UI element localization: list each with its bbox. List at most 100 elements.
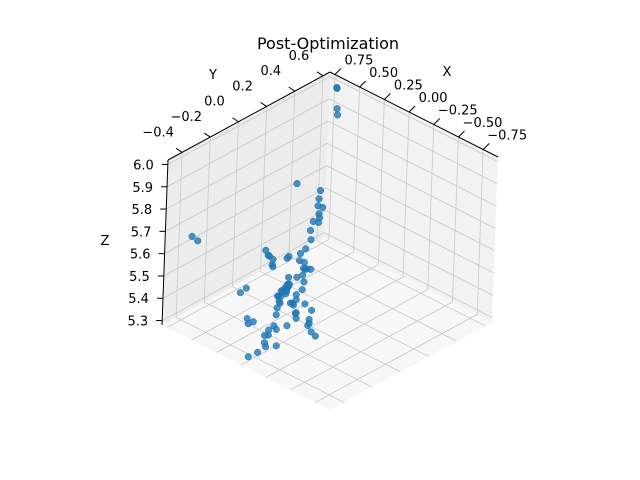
- data-point: [296, 249, 305, 258]
- data-point: [300, 278, 308, 286]
- gridline-y: [232, 121, 239, 287]
- gridline-z: [163, 187, 326, 277]
- y-axis-line: [167, 71, 331, 161]
- gridline-z: [324, 209, 494, 296]
- x-axis-line: [329, 71, 499, 158]
- gridline-z: [326, 165, 495, 252]
- data-point: [262, 343, 270, 351]
- gridline-z: [166, 120, 329, 210]
- data-point: [242, 284, 250, 292]
- y-tick-label: 0.0: [204, 95, 225, 110]
- y-tick-label: 0.2: [232, 79, 253, 94]
- gridline-z: [166, 98, 330, 188]
- scatter-points: [188, 83, 342, 361]
- data-point: [304, 321, 312, 330]
- data-point: [272, 325, 280, 333]
- data-point: [316, 186, 325, 195]
- gridline-z: [325, 187, 494, 274]
- gridline-x: [240, 276, 404, 366]
- x-tick-label: 0.00: [419, 91, 448, 106]
- data-point: [244, 353, 252, 361]
- gridline-y: [203, 137, 211, 303]
- data-point: [273, 304, 281, 312]
- y-tick-mark: [232, 117, 239, 123]
- gridline-x: [377, 99, 385, 265]
- y-tick-mark: [316, 71, 324, 77]
- gridline-y: [175, 152, 183, 318]
- pane-right: [324, 72, 498, 322]
- gridline-x: [191, 251, 354, 341]
- x-tick-label: −0.25: [438, 104, 478, 119]
- x-tick-mark: [334, 68, 342, 75]
- data-point: [333, 111, 342, 119]
- data-point: [283, 322, 291, 330]
- x-tick-label: 0.75: [344, 54, 373, 69]
- z-axis-line: [161, 159, 169, 326]
- y-tick-mark: [260, 102, 267, 107]
- data-point: [236, 289, 244, 297]
- pane-left: [162, 72, 330, 325]
- y-tick-label: 0.4: [260, 64, 281, 79]
- y-tick-mark: [175, 147, 183, 153]
- axis-panes: [162, 72, 498, 410]
- y-axis-label: Y: [208, 68, 217, 83]
- gridline-x: [452, 136, 459, 303]
- data-point: [333, 84, 341, 92]
- gridline-x: [476, 149, 484, 315]
- grid-lines: [161, 74, 499, 403]
- x-tick-label: −0.75: [487, 129, 527, 144]
- x-axis-label: X: [443, 65, 452, 80]
- gridline-z: [328, 98, 498, 185]
- z-axis-label: Z: [101, 234, 110, 249]
- gridline-x: [353, 86, 361, 253]
- z-tick-label: 5.3: [127, 315, 148, 330]
- data-point: [293, 273, 301, 281]
- z-tick-label: 5.6: [130, 248, 151, 263]
- gridline-z: [329, 76, 499, 162]
- data-point: [269, 263, 277, 271]
- x-tick-label: −0.50: [463, 116, 503, 131]
- gridline-y: [204, 301, 373, 388]
- z-tick-label: 5.9: [132, 181, 153, 196]
- data-point: [306, 226, 315, 235]
- axis-lines: [161, 71, 499, 326]
- z-tick-label: 5.5: [129, 270, 150, 285]
- data-point: [333, 105, 341, 113]
- gridline-y: [232, 286, 401, 373]
- gridline-x: [265, 289, 428, 378]
- gridline-y: [288, 91, 296, 257]
- data-point: [261, 331, 269, 339]
- z-tick-label: 5.4: [128, 292, 149, 307]
- data-point: [188, 232, 196, 240]
- gridline-y: [288, 255, 457, 342]
- x-tick-mark: [482, 143, 490, 150]
- data-point: [194, 237, 202, 245]
- gridline-y: [175, 316, 345, 403]
- x-tick-mark: [359, 80, 367, 88]
- tick-labels: 0.750.500.250.00−0.25−0.50−0.75−0.4−0.20…: [127, 49, 527, 330]
- x-tick-label: 0.25: [394, 79, 423, 94]
- gridline-x: [216, 264, 379, 353]
- z-tick-label: 6.0: [133, 158, 154, 173]
- data-point: [311, 332, 319, 340]
- z-tick-label: 5.8: [132, 203, 153, 218]
- data-point: [292, 314, 300, 322]
- data-point: [315, 195, 323, 203]
- data-point: [302, 245, 310, 253]
- data-point: [301, 300, 309, 308]
- data-point: [319, 203, 327, 212]
- data-point: [244, 320, 252, 328]
- x-tick-mark: [408, 105, 416, 113]
- x-tick-mark: [433, 118, 441, 125]
- gridline-x: [402, 111, 410, 278]
- data-point: [283, 254, 291, 262]
- y-tick-mark: [288, 86, 296, 92]
- z-tick-label: 5.7: [131, 225, 152, 240]
- data-point: [315, 218, 323, 227]
- y-tick-label: −0.2: [170, 110, 202, 125]
- data-point: [272, 311, 280, 319]
- data-point: [289, 301, 297, 309]
- data-point: [307, 236, 315, 244]
- x-tick-mark: [383, 93, 391, 100]
